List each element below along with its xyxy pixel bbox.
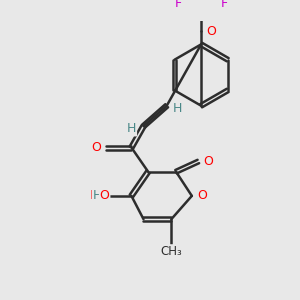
Text: H: H: [127, 122, 136, 136]
Text: H: H: [173, 102, 183, 115]
Text: HO: HO: [90, 189, 110, 203]
Text: O: O: [91, 141, 101, 154]
Text: O: O: [100, 189, 110, 203]
Text: F: F: [221, 0, 228, 10]
Text: H: H: [92, 189, 102, 203]
Text: O: O: [203, 155, 213, 168]
Text: O: O: [207, 25, 217, 38]
Text: CH₃: CH₃: [160, 245, 182, 258]
Text: F: F: [174, 0, 182, 10]
Text: O: O: [197, 189, 207, 203]
